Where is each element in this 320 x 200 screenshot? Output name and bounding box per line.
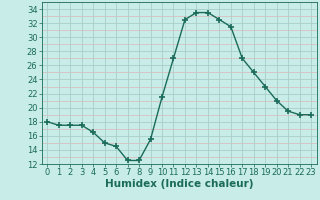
X-axis label: Humidex (Indice chaleur): Humidex (Indice chaleur) [105,179,253,189]
